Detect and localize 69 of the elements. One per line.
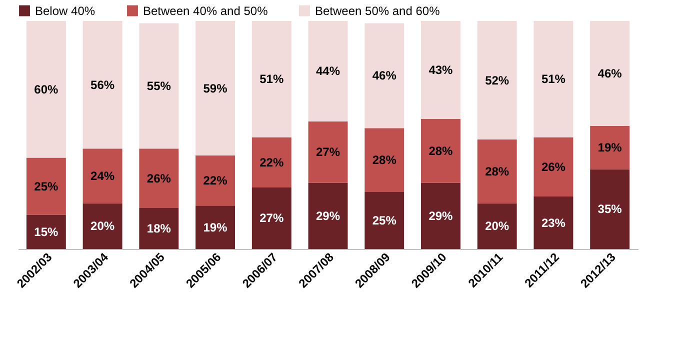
data-label: 60% — [34, 82, 59, 96]
bar — [421, 21, 460, 120]
data-label: 52% — [485, 73, 510, 88]
data-label: 51% — [541, 72, 566, 86]
bar — [477, 21, 517, 140]
data-label: 51% — [260, 72, 284, 86]
bar — [534, 21, 574, 138]
bar — [26, 158, 66, 215]
data-label: 29% — [428, 208, 454, 223]
data-label: 55% — [146, 78, 172, 93]
bar — [252, 187, 292, 249]
data-label: 20% — [485, 219, 510, 234]
bar — [477, 203, 517, 249]
data-label: 24% — [90, 169, 115, 184]
legend-label: Between 40% and 50% — [143, 4, 268, 18]
bar — [421, 182, 460, 249]
bar — [252, 21, 292, 138]
bar — [364, 128, 404, 192]
bar — [477, 140, 517, 204]
data-label: 26% — [146, 171, 172, 186]
data-label: 28% — [372, 153, 397, 168]
data-label: 35% — [598, 202, 622, 216]
legend-label: Between 50% and 60% — [315, 4, 440, 18]
data-label: 59% — [203, 81, 228, 96]
data-label: 28% — [428, 144, 454, 158]
bar — [26, 214, 66, 249]
data-label: 27% — [316, 145, 340, 160]
bar — [139, 23, 179, 149]
data-label: 22% — [260, 155, 284, 170]
bar — [252, 137, 292, 188]
bar — [196, 156, 235, 206]
data-label: 20% — [90, 219, 115, 234]
bar — [421, 119, 460, 183]
data-label: 25% — [34, 179, 59, 194]
data-label: 46% — [598, 66, 622, 80]
bar — [139, 208, 179, 249]
bar — [82, 203, 122, 249]
data-label: 26% — [541, 160, 566, 174]
bar — [590, 126, 630, 170]
bar — [534, 196, 574, 249]
bar — [534, 137, 574, 197]
data-label: 29% — [316, 208, 340, 223]
data-label: 18% — [146, 221, 172, 236]
bar — [308, 121, 348, 183]
data-label: 25% — [372, 214, 397, 228]
bar — [139, 148, 179, 208]
data-label: 43% — [428, 63, 454, 78]
data-label: 28% — [485, 164, 510, 178]
data-label: 22% — [203, 174, 228, 188]
bar — [364, 192, 404, 249]
data-label: 15% — [34, 224, 59, 239]
bar — [82, 148, 122, 204]
legend-label: Below 40% — [35, 4, 96, 18]
bar — [364, 23, 404, 128]
data-label: 44% — [316, 64, 340, 78]
bar — [26, 21, 66, 158]
data-label: 27% — [260, 211, 284, 226]
bar — [196, 21, 235, 156]
bar — [82, 21, 122, 149]
data-label: 19% — [598, 140, 622, 155]
data-label: 23% — [541, 216, 566, 230]
bar — [590, 21, 630, 126]
data-label: 56% — [90, 78, 115, 92]
bar — [308, 21, 348, 122]
bar — [196, 206, 235, 249]
data-label: 19% — [203, 220, 228, 234]
bar — [308, 182, 348, 249]
data-label: 46% — [372, 68, 397, 83]
bar — [590, 169, 630, 249]
